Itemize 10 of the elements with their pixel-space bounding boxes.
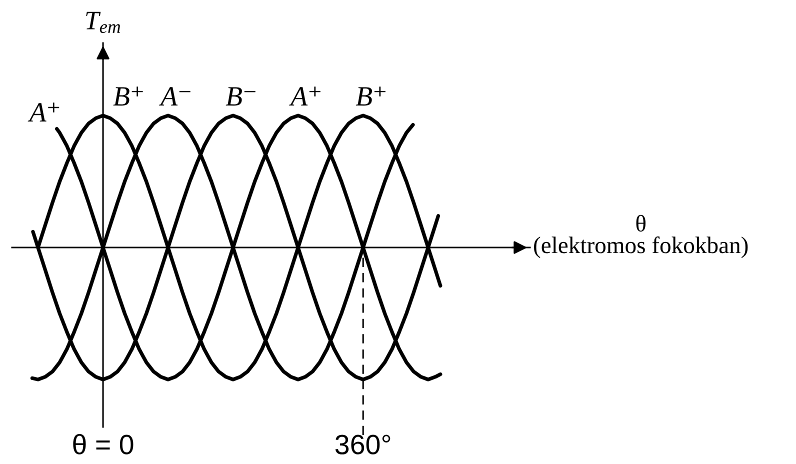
- annotation: A⁺: [28, 102, 60, 122]
- annotation: A⁺: [289, 86, 320, 106]
- annotation: B⁻: [226, 87, 256, 106]
- x-tick-label: θ = 0: [73, 434, 134, 454]
- x-axis-title: θ (elektromos fokokban): [534, 214, 748, 258]
- x-tick-label: 360°: [335, 434, 390, 454]
- y-axis-title: T$_{em}$: [86, 12, 120, 34]
- annotation: B⁺: [356, 86, 386, 106]
- annotation: B⁺: [113, 86, 143, 106]
- annotation: A⁻: [159, 87, 190, 106]
